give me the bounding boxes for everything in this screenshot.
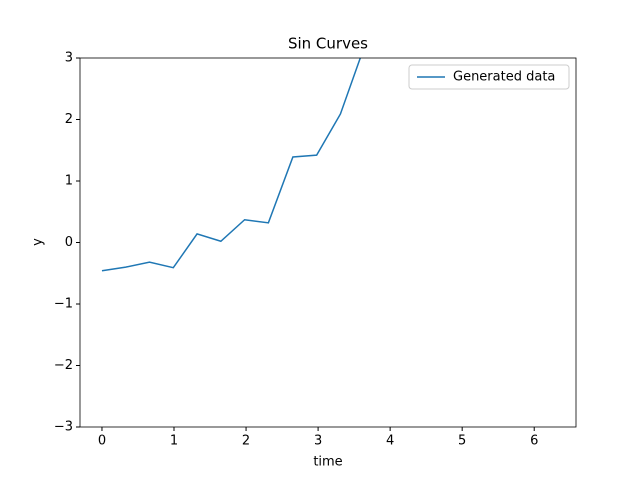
x-tick-label: 5 <box>458 434 466 449</box>
x-tick-label: 4 <box>386 434 394 449</box>
y-tick-label: 3 <box>65 51 73 66</box>
x-tick-label: 0 <box>98 434 106 449</box>
x-tick-label: 6 <box>530 434 538 449</box>
chart-title: Sin Curves <box>288 35 368 53</box>
x-tick-label: 2 <box>242 434 250 449</box>
data-line <box>101 58 362 272</box>
y-tick-label: −2 <box>54 358 73 373</box>
y-tick-label: 1 <box>65 174 73 189</box>
y-axis-label: y <box>31 238 46 246</box>
y-tick-label: −1 <box>54 297 73 312</box>
y-tick-label: 2 <box>65 112 73 127</box>
legend-label: Generated data <box>453 70 555 85</box>
x-tick-label: 1 <box>170 434 178 449</box>
y-tick-label: −3 <box>54 420 73 435</box>
legend-box <box>408 64 570 90</box>
x-tick-label: 3 <box>314 434 322 449</box>
axes-frame <box>79 57 577 428</box>
plot-area <box>101 58 362 272</box>
x-axis-label: time <box>313 455 342 470</box>
y-tick-label: 0 <box>65 235 73 250</box>
